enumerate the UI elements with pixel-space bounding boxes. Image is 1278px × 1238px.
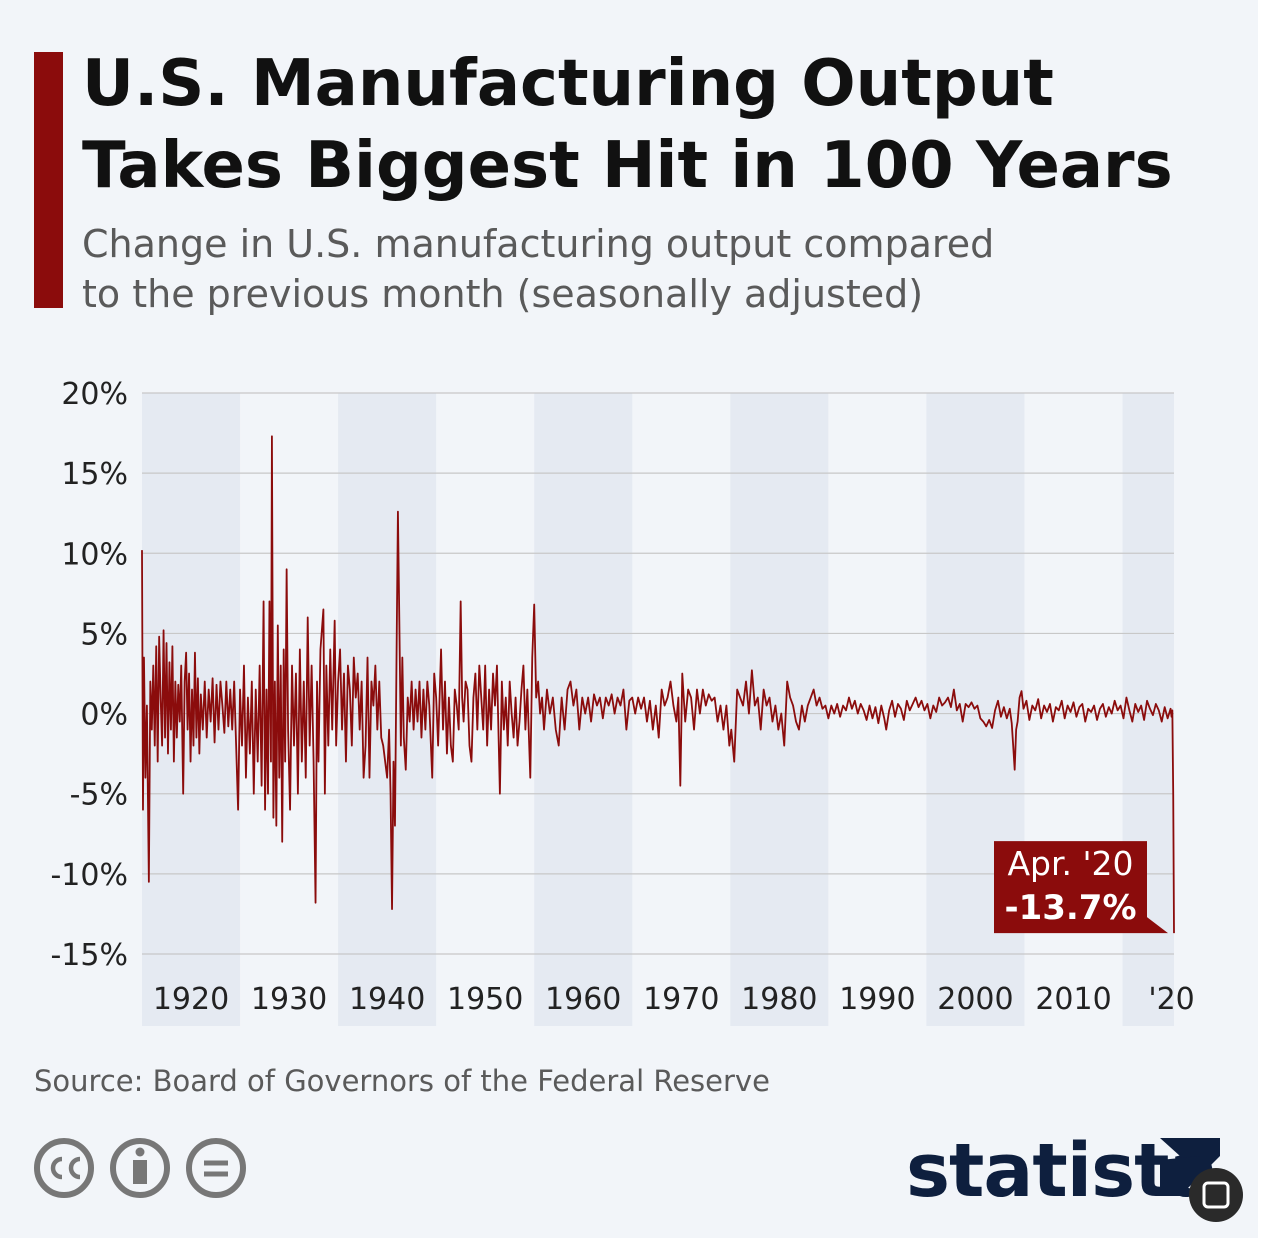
license-icons xyxy=(34,1138,246,1198)
accent-bar xyxy=(34,52,63,308)
x-tick-label: 1930 xyxy=(251,982,327,1017)
source: Source: Board of Governors of the Federa… xyxy=(34,1064,770,1098)
y-tick-label: 0% xyxy=(80,698,128,733)
x-tick-label: '20 xyxy=(1148,982,1194,1017)
y-tick-label: -10% xyxy=(50,858,128,893)
line-series xyxy=(141,435,1175,934)
x-tick-label: 1970 xyxy=(643,982,719,1017)
x-tick-label: 2010 xyxy=(1035,982,1111,1017)
chart-subtitle: to the previous month (seasonally adjust… xyxy=(82,272,923,316)
x-tick-label: 1950 xyxy=(447,982,523,1017)
annotation-date: Apr. '20 xyxy=(1007,844,1133,883)
y-tick-label: 10% xyxy=(61,537,128,572)
annotation-value: -13.7% xyxy=(1004,888,1136,928)
chart-subtitle: Change in U.S. manufacturing output comp… xyxy=(82,222,994,266)
brand-mark xyxy=(1160,1138,1243,1222)
chart-title: Takes Biggest Hit in 100 Years xyxy=(82,129,1173,203)
x-tick-label: 1960 xyxy=(545,982,621,1017)
x-tick-label: 1920 xyxy=(153,982,229,1017)
y-tick-label: 5% xyxy=(80,617,128,652)
y-tick-label: 20% xyxy=(61,377,128,412)
chart-title: U.S. Manufacturing Output xyxy=(82,47,1054,121)
x-tick-label: 2000 xyxy=(937,982,1013,1017)
y-tick-label: 15% xyxy=(61,457,128,492)
y-tick-label: -15% xyxy=(50,938,128,973)
band xyxy=(730,393,829,1026)
annotation-box xyxy=(994,841,1168,934)
x-tick-label: 1990 xyxy=(839,982,915,1017)
y-tick-label: -5% xyxy=(70,778,128,813)
page-edge xyxy=(1258,0,1278,1238)
x-tick-label: 1940 xyxy=(349,982,425,1017)
x-tick-label: 1980 xyxy=(741,982,817,1017)
